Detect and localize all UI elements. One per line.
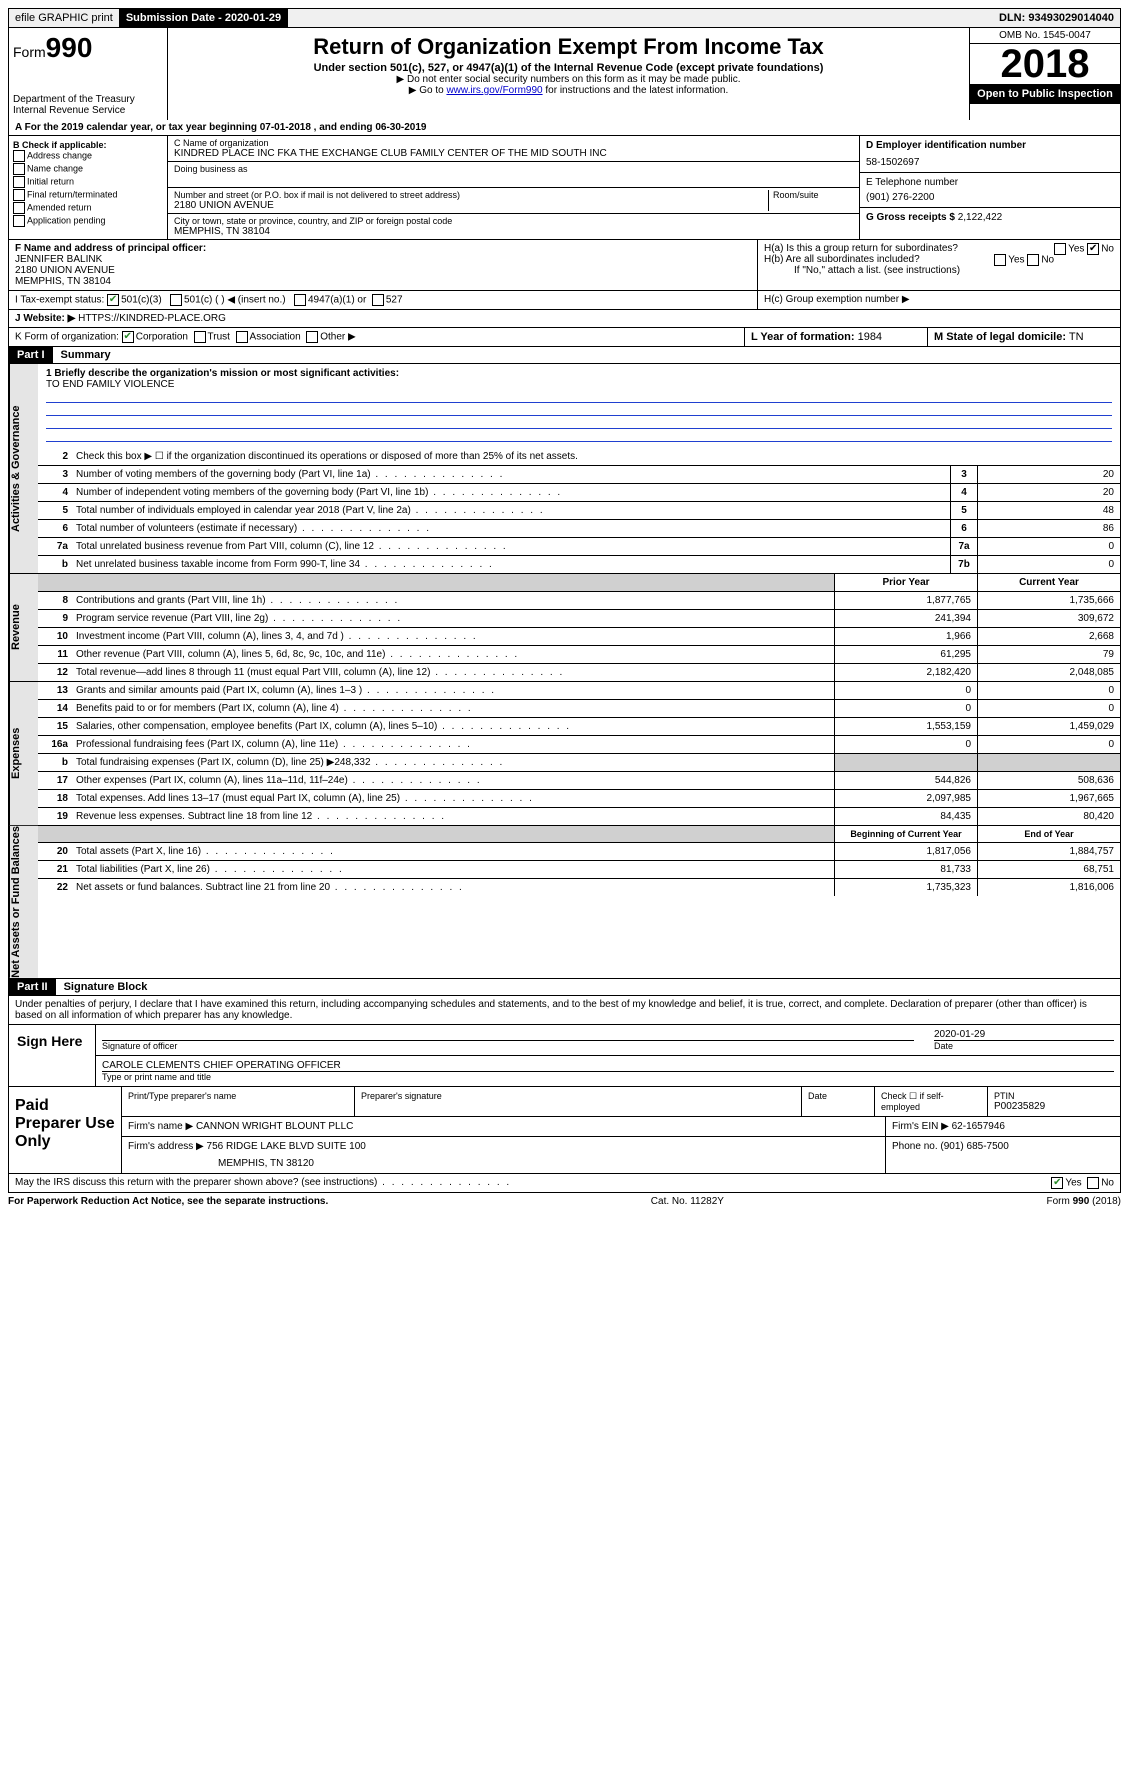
part1-header: Part I Summary	[8, 347, 1121, 364]
col-c-name-address: C Name of organization KINDRED PLACE INC…	[168, 136, 859, 239]
revenue-section: Revenue Prior YearCurrent Year 8Contribu…	[8, 574, 1121, 682]
website-row: J Website: ▶ HTTPS://KINDRED-PLACE.ORG	[8, 310, 1121, 328]
firm-address: 756 RIDGE LAKE BLVD SUITE 100	[207, 1141, 366, 1152]
paperwork-footer: For Paperwork Reduction Act Notice, see …	[8, 1193, 1121, 1210]
tax-exempt-row: I Tax-exempt status: 501(c)(3) 501(c) ( …	[8, 291, 1121, 310]
col-b-checkboxes: B Check if applicable: Address change Na…	[9, 136, 168, 239]
department-label: Department of the Treasury Internal Reve…	[13, 94, 163, 116]
governance-tab: Activities & Governance	[9, 364, 38, 573]
preparer-section: Paid Preparer Use Only Print/Type prepar…	[8, 1087, 1121, 1174]
top-toolbar: efile GRAPHIC print Submission Date - 20…	[8, 8, 1121, 28]
officer-print-name: CAROLE CLEMENTS CHIEF OPERATING OFFICER	[102, 1060, 1114, 1071]
officer-group-row: F Name and address of principal officer:…	[8, 240, 1121, 291]
col-d-ein-phone: D Employer identification number 58-1502…	[859, 136, 1120, 239]
expenses-section: Expenses 13Grants and similar amounts pa…	[8, 682, 1121, 826]
firm-ein: 62-1657946	[952, 1121, 1005, 1132]
ptin-value: P00235829	[994, 1101, 1114, 1112]
firm-name: CANNON WRIGHT BLOUNT PLLC	[196, 1121, 353, 1132]
form990-link[interactable]: www.irs.gov/Form990	[446, 85, 542, 96]
form-number: Form990	[13, 32, 163, 64]
identity-section: B Check if applicable: Address change Na…	[8, 136, 1121, 240]
org-name: KINDRED PLACE INC FKA THE EXCHANGE CLUB …	[174, 148, 853, 159]
telephone-value: (901) 276-2200	[866, 188, 1114, 203]
form-header: Form990 Department of the Treasury Inter…	[8, 28, 1121, 120]
perjury-text: Under penalties of perjury, I declare th…	[8, 996, 1121, 1025]
part2-header: Part II Signature Block	[8, 979, 1121, 996]
org-street: 2180 UNION AVENUE	[174, 200, 768, 211]
tax-year-range: A For the 2019 calendar year, or tax yea…	[8, 120, 1121, 136]
signature-section: Sign Here Signature of officer 2020-01-2…	[8, 1025, 1121, 1087]
governance-section: Activities & Governance 1 Briefly descri…	[8, 364, 1121, 574]
net-assets-tab: Net Assets or Fund Balances	[9, 826, 38, 978]
note-ssn: ▶ Do not enter social security numbers o…	[172, 74, 965, 85]
dln-label: DLN: 93493029014040	[993, 9, 1120, 27]
open-to-public: Open to Public Inspection	[970, 84, 1120, 104]
gross-receipts: 2,122,422	[958, 212, 1003, 223]
org-city: MEMPHIS, TN 38104	[174, 226, 853, 237]
website-value: HTTPS://KINDRED-PLACE.ORG	[78, 313, 226, 324]
ein-value: 58-1502697	[866, 151, 1114, 168]
net-assets-section: Net Assets or Fund Balances Beginning of…	[8, 826, 1121, 979]
form-subtitle: Under section 501(c), 527, or 4947(a)(1)…	[172, 62, 965, 74]
revenue-tab: Revenue	[9, 574, 38, 681]
efile-label: efile GRAPHIC print	[9, 9, 120, 27]
org-form-row: K Form of organization: Corporation Trus…	[8, 328, 1121, 347]
tax-year: 2018	[970, 44, 1120, 84]
firm-phone: (901) 685-7500	[940, 1141, 1008, 1152]
form-title: Return of Organization Exempt From Incom…	[172, 34, 965, 60]
officer-name: JENNIFER BALINK	[15, 254, 751, 265]
submission-date-button[interactable]: Submission Date - 2020-01-29	[120, 9, 288, 27]
mission-text: TO END FAMILY VIOLENCE	[46, 379, 1112, 390]
discuss-row: May the IRS discuss this return with the…	[8, 1174, 1121, 1193]
expenses-tab: Expenses	[9, 682, 38, 825]
note-link: ▶ Go to www.irs.gov/Form990 for instruct…	[172, 85, 965, 96]
